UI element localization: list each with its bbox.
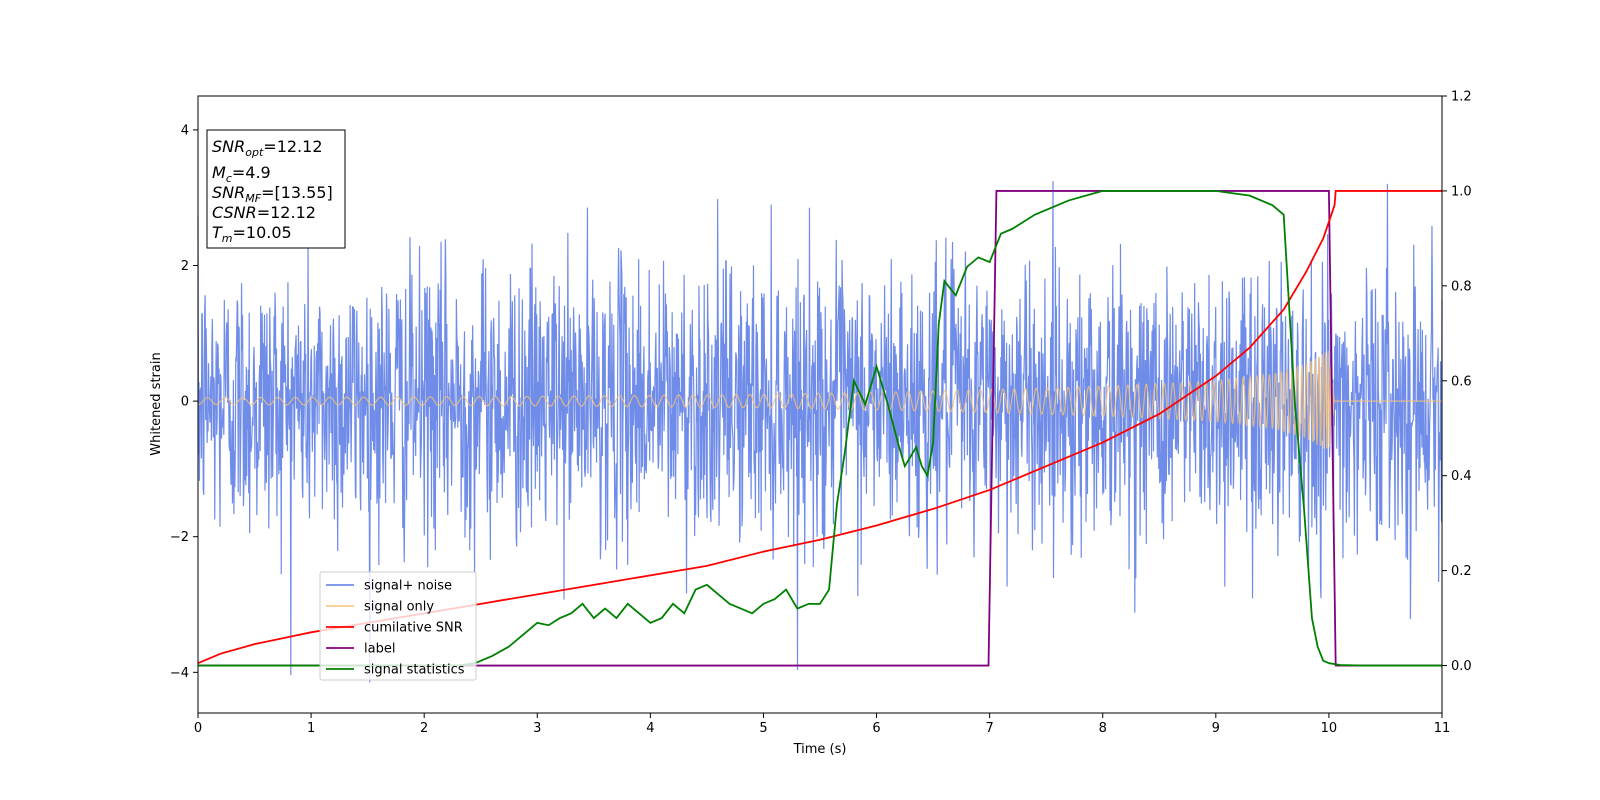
info-csnr-value: =12.12 [257, 203, 316, 222]
x-tick-label: 11 [1434, 721, 1451, 736]
y-axis-left: −4 −2 0 2 4 [170, 123, 198, 681]
info-snr-opt: SNRopt=12.12 [212, 137, 323, 159]
series-signal-statistics-line [198, 190, 1442, 667]
info-snr-mf-main: SNR [212, 183, 245, 202]
info-csnr: CSNR=12.12 [212, 203, 316, 222]
x-tick-label: 9 [1212, 721, 1220, 736]
info-snr-opt-main: SNR [212, 137, 245, 156]
y-tick-label: 2 [181, 259, 189, 274]
info-mc: Mc=4.9 [212, 163, 271, 185]
info-tm-main: T [212, 223, 223, 242]
x-tick-label: 8 [1099, 721, 1107, 736]
y-tick-label: 0 [181, 395, 189, 410]
series-signal-noise-line [197, 181, 1443, 683]
legend-item-cumulative-snr: cumilative SNR [326, 621, 463, 636]
x-axis-label: Time (s) [793, 742, 847, 757]
x-tick-label: 1 [307, 721, 315, 736]
plot-frame [197, 95, 1443, 714]
legend-label: signal statistics [364, 663, 465, 678]
info-csnr-main: CSNR [212, 203, 257, 222]
y2-tick-label: 0.2 [1451, 564, 1472, 579]
info-mc-sub: c [226, 172, 232, 185]
y-tick-label: −2 [170, 530, 189, 545]
y-axis-right: 0.0 0.2 0.4 0.6 0.8 1.0 1.2 [1442, 90, 1472, 674]
x-tick-label: 0 [194, 721, 202, 736]
x-tick-label: 10 [1321, 721, 1338, 736]
legend-item-label: label [326, 642, 395, 657]
y2-tick-label: 0.0 [1451, 659, 1472, 674]
legend-item-signal-noise: signal+ noise [326, 579, 452, 594]
y2-tick-label: 0.4 [1451, 469, 1472, 484]
info-tm: Tm=10.05 [212, 223, 292, 245]
y-tick-label: 4 [181, 123, 189, 138]
x-axis: 0 1 2 3 4 5 6 7 8 9 10 11 [194, 713, 1450, 736]
legend-label: signal only [364, 600, 434, 615]
y-tick-label: −4 [170, 666, 189, 681]
y-axis-label: Whitened strain [149, 352, 164, 455]
y2-tick-label: 1.0 [1451, 184, 1472, 199]
y2-tick-label: 1.2 [1451, 90, 1472, 105]
x-tick-label: 6 [872, 721, 880, 736]
info-snr-opt-sub: opt [245, 146, 264, 159]
x-tick-label: 7 [985, 721, 993, 736]
legend-frame [319, 571, 477, 681]
info-snr-opt-value: =12.12 [263, 137, 322, 156]
legend-label: label [364, 642, 395, 657]
series-signal-only-line [197, 350, 1442, 449]
x-tick-label: 3 [533, 721, 541, 736]
info-tm-sub: m [222, 232, 233, 245]
info-mc-main: M [212, 163, 226, 182]
info-tm-value: =10.05 [233, 223, 292, 242]
y2-tick-label: 0.8 [1451, 279, 1472, 294]
info-box-frame [206, 129, 346, 249]
legend: signal+ noise signal only cumilative SNR la… [319, 571, 477, 681]
info-mc-value: =4.9 [232, 163, 271, 182]
x-tick-label: 4 [646, 721, 654, 736]
legend-label: signal+ noise [364, 579, 452, 594]
info-snr-mf: SNRMF=[13.55] [212, 183, 333, 205]
x-tick-label: 5 [759, 721, 767, 736]
y2-tick-label: 0.6 [1451, 374, 1472, 389]
info-box: SNRopt=12.12 Mc=4.9 SNRMF=[13.55] CSNR=1… [206, 129, 346, 249]
info-snr-mf-value: =[13.55] [261, 183, 333, 202]
legend-label: cumilative SNR [364, 621, 463, 636]
legend-item-signal-only: signal only [326, 600, 434, 615]
info-snr-mf-sub: MF [245, 192, 261, 205]
legend-item-signal-statistics: signal statistics [326, 663, 465, 678]
x-tick-label: 2 [420, 721, 428, 736]
